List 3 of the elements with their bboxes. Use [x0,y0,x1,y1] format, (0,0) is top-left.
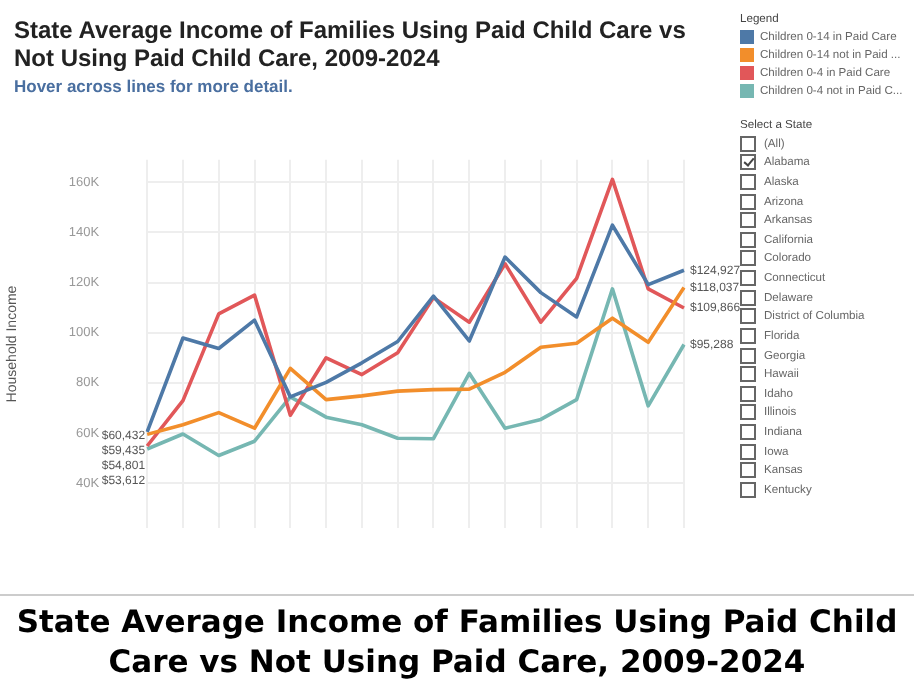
text: State Average Income of Families Using Paid Child Care vs Not Using Paid Care, 2009-2024 [0,594,914,688]
chart-subtitle: Hover across lines for more detail. [14,76,293,96]
chart-title: State Average Income of Families Using Paid Child Care vs Not Using Paid Child Care, 2009-2024 [14,16,688,72]
